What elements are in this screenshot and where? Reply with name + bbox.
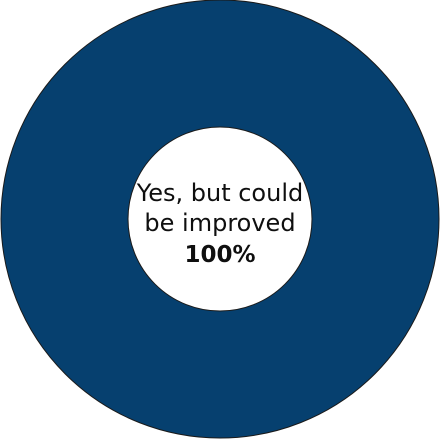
center-label: Yes, but could be improved 100% xyxy=(120,178,320,270)
slice-value-label: 100% xyxy=(184,242,256,268)
slice-label: Yes, but could be improved xyxy=(136,179,304,237)
donut-hole xyxy=(127,126,313,312)
